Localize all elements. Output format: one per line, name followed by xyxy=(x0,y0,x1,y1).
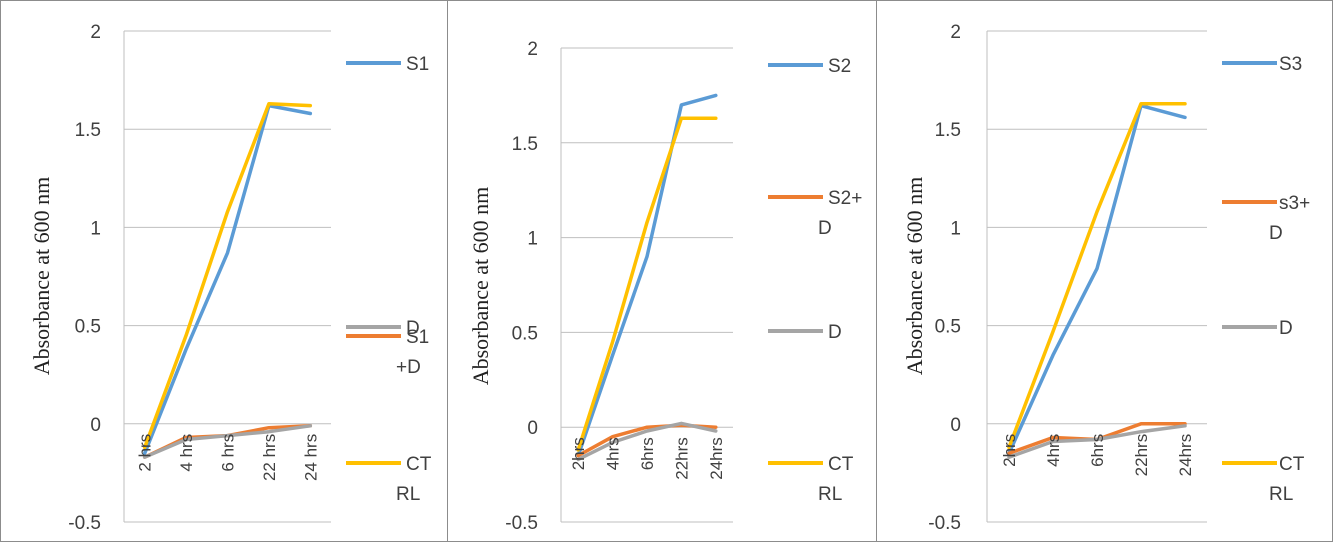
x-tick-label: 4hrs xyxy=(1044,434,1063,467)
legend-label: D xyxy=(828,322,842,343)
x-tick-label: 22 hrs xyxy=(260,434,279,481)
y-tick-label: 1 xyxy=(527,229,538,250)
legend-label: D xyxy=(1279,318,1293,339)
x-tick-label: 6 hrs xyxy=(219,434,238,472)
chart-s1-svg: 2 1.5 1 0.5 0 -0.5 Absorbance at 600 nm 2 hrs 4 … xyxy=(29,22,432,534)
y-tick-label: 1.5 xyxy=(512,134,538,155)
y-axis-title: Absorbance at 600 nm xyxy=(468,187,493,386)
y-tick-label: -0.5 xyxy=(68,513,101,534)
legend-label: RL xyxy=(396,484,420,505)
legend-label: RL xyxy=(818,484,842,505)
y-tick-label: 2 xyxy=(950,22,961,43)
series-line-1 xyxy=(576,93,718,458)
chart-s3-svg: 2 1.5 1 0.5 0 -0.5 Absorbance at 600 nm 2hrs 4hr… xyxy=(902,22,1310,534)
y-tick-label: 0 xyxy=(527,418,538,439)
y-tick-label: 1.5 xyxy=(935,120,961,141)
chart-panel-s2: 2 1.5 1 0.5 0 -0.5 Absorbance at 600 nm 2hrs 4hr… xyxy=(447,0,879,542)
series-line-3 xyxy=(576,421,718,462)
legend-label: S1 xyxy=(406,327,429,348)
legend-label: +D xyxy=(396,357,421,378)
series-line-4 xyxy=(142,101,313,450)
chart-panel-s3: 2 1.5 1 0.5 0 -0.5 Absorbance at 600 nm 2hrs 4hr… xyxy=(876,0,1333,542)
x-tick-label: 6hrs xyxy=(638,437,657,470)
y-axis-title: Absorbance at 600 nm xyxy=(902,177,927,376)
legend-label: D xyxy=(406,318,420,339)
series-line-3 xyxy=(142,424,313,459)
legend-label: RL xyxy=(1269,484,1293,505)
x-tick-label: 24hrs xyxy=(1176,434,1195,477)
series-line-4 xyxy=(576,116,718,452)
y-tick-label: 1 xyxy=(950,218,961,239)
y-tick-label: 1.5 xyxy=(75,120,101,141)
y-tick-label: 0.5 xyxy=(512,323,538,344)
y-axis-title: Absorbance at 600 nm xyxy=(29,177,54,376)
series-line-1 xyxy=(142,103,313,456)
y-tick-label: -0.5 xyxy=(928,513,961,534)
legend-label: CT xyxy=(1279,454,1305,475)
x-tick-label: 22hrs xyxy=(1132,434,1151,477)
series-line-1 xyxy=(1007,103,1187,456)
chart-panel-s1: 2 1.5 1 0.5 0 -0.5 Absorbance at 600 nm 2 hrs 4 … xyxy=(0,0,450,542)
y-tick-label: -0.5 xyxy=(505,513,538,534)
x-tick-label: 24 hrs xyxy=(301,434,320,481)
legend-label: D xyxy=(1269,223,1283,244)
legend-label: s3+ xyxy=(1279,193,1310,214)
x-tick-label: 4 hrs xyxy=(177,434,196,472)
y-tick-label: 0.5 xyxy=(935,317,961,338)
legend-label: D xyxy=(818,218,832,239)
y-tick-label: 2 xyxy=(527,39,538,60)
series-line-4 xyxy=(1007,101,1187,450)
x-tick-label: 6hrs xyxy=(1088,434,1107,467)
legend-label: CT xyxy=(828,454,854,475)
y-tick-label: 0.5 xyxy=(75,317,101,338)
x-tick-label: 22hrs xyxy=(672,437,691,480)
y-tick-label: 0 xyxy=(950,415,961,436)
x-tick-label: 4hrs xyxy=(604,437,623,470)
legend-label: S1 xyxy=(406,54,429,75)
y-tick-label: 1 xyxy=(90,218,101,239)
legend-label: CT xyxy=(406,454,432,475)
x-tick-label: 2hrs xyxy=(569,437,588,470)
legend-label: S2 xyxy=(828,56,851,77)
series-line-3 xyxy=(1007,424,1187,459)
legend-label: S2+ xyxy=(828,188,862,209)
y-tick-label: 2 xyxy=(90,22,101,43)
x-tick-label: 2hrs xyxy=(1000,434,1019,467)
x-tick-label: 24hrs xyxy=(707,437,726,480)
x-tick-label: 2 hrs xyxy=(136,434,155,472)
y-tick-label: 0 xyxy=(90,415,101,436)
legend-label: S3 xyxy=(1279,54,1302,75)
chart-s2-svg: 2 1.5 1 0.5 0 -0.5 Absorbance at 600 nm 2hrs 4hr… xyxy=(468,39,862,534)
